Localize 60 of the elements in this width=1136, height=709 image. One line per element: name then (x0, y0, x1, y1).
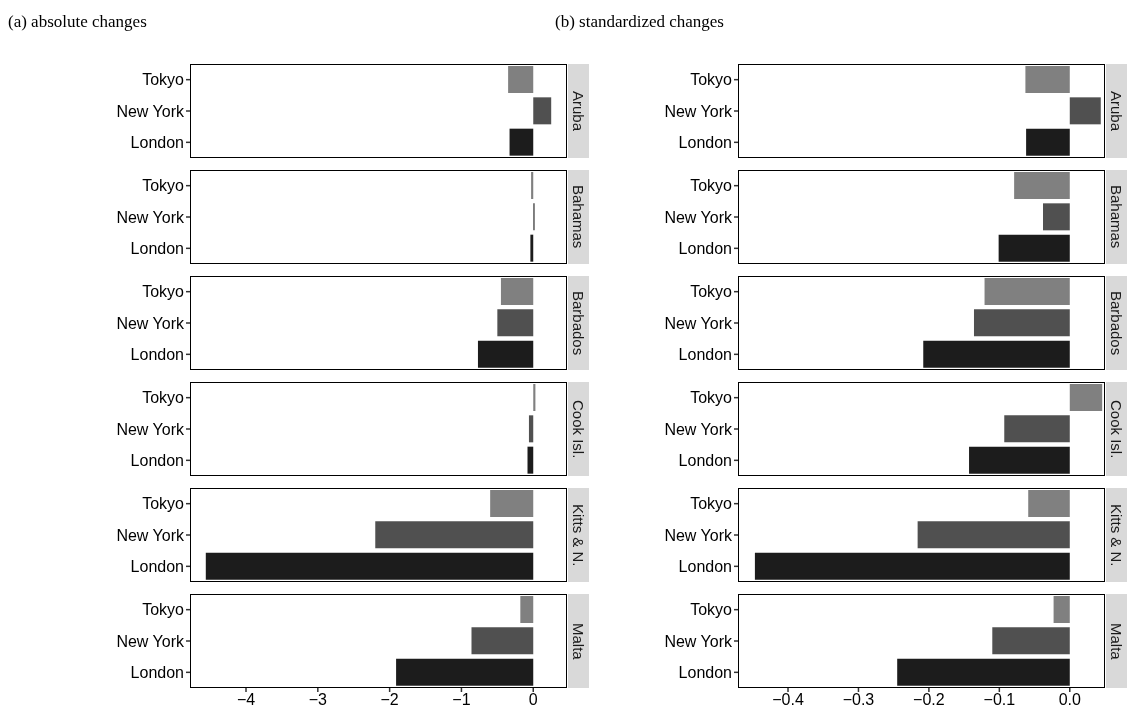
y-tick-label: New York (116, 526, 185, 544)
x-tick-label: −0.3 (842, 691, 875, 709)
y2-axis-title: Kitts & N. (1108, 503, 1125, 567)
y-tick-label: London (678, 346, 732, 364)
y-tick-label: Tokyo (690, 71, 733, 89)
y-tick-label: Tokyo (690, 177, 733, 195)
y-tick-label: Tokyo (142, 283, 185, 301)
x-tick-label: −2 (380, 691, 399, 709)
y-tick-label: Tokyo (142, 495, 185, 513)
y2-axis-title: Barbados (1108, 290, 1125, 356)
y-tick-label: New York (116, 102, 185, 120)
x-tick-label: −0.4 (772, 691, 804, 709)
y2-axis-title: Malta (1108, 622, 1125, 660)
y-tick-label: London (130, 664, 184, 682)
y-tick-label: New York (664, 102, 733, 120)
chart-title: (b) standardized changes (555, 12, 724, 32)
y-tick-label: London (130, 346, 184, 364)
y2-axis-title: Cook Isl. (1108, 399, 1125, 459)
y-tick-label: New York (664, 632, 733, 650)
x-tick-label: −0.2 (913, 691, 945, 709)
y-tick-label: Tokyo (142, 71, 185, 89)
y-tick-label: London (678, 452, 732, 470)
y-tick-label: London (130, 134, 184, 152)
y2-axis-title: Bahamas (1108, 185, 1125, 249)
y-tick-label: Tokyo (690, 601, 733, 619)
y-tick-label: Tokyo (690, 389, 733, 407)
y-tick-label: Tokyo (690, 495, 733, 513)
y2-axis-title: Malta (570, 622, 587, 660)
x-tick-label: 0 (528, 691, 538, 709)
y-tick-label: Tokyo (142, 389, 185, 407)
y-tick-label: London (678, 558, 732, 576)
y-tick-label: Tokyo (142, 601, 185, 619)
y2-axis-title: Barbados (570, 290, 587, 356)
y-tick-label: Tokyo (142, 177, 185, 195)
y-tick-label: Tokyo (690, 283, 733, 301)
y-tick-label: New York (664, 314, 733, 332)
y-tick-label: London (678, 664, 732, 682)
y2-axis-title: Bahamas (570, 185, 587, 249)
y2-axis-title: Cook Isl. (570, 399, 587, 459)
y-tick-label: New York (664, 208, 733, 226)
y-tick-label: London (130, 452, 184, 470)
x-tick-label: −0.1 (983, 691, 1016, 709)
y-tick-label: New York (116, 632, 185, 650)
x-tick-label: −4 (236, 691, 256, 709)
y2-axis-title: Aruba (570, 90, 587, 132)
y-tick-label: London (678, 134, 732, 152)
chart-title: (a) absolute changes (8, 12, 147, 32)
y-tick-label: London (130, 240, 184, 258)
y2-axis-title: Aruba (1108, 90, 1125, 132)
y2-axis-title: Kitts & N. (570, 503, 587, 567)
y-tick-label: London (130, 558, 184, 576)
y-tick-label: New York (116, 420, 185, 438)
y-tick-label: New York (116, 208, 185, 226)
x-tick-label: −1 (452, 691, 471, 709)
y-tick-label: London (678, 240, 732, 258)
y-tick-label: New York (664, 526, 733, 544)
x-tick-label: −3 (308, 691, 328, 709)
y-tick-label: New York (116, 314, 185, 332)
y-tick-label: New York (664, 420, 733, 438)
x-tick-label: 0.0 (1058, 691, 1081, 709)
